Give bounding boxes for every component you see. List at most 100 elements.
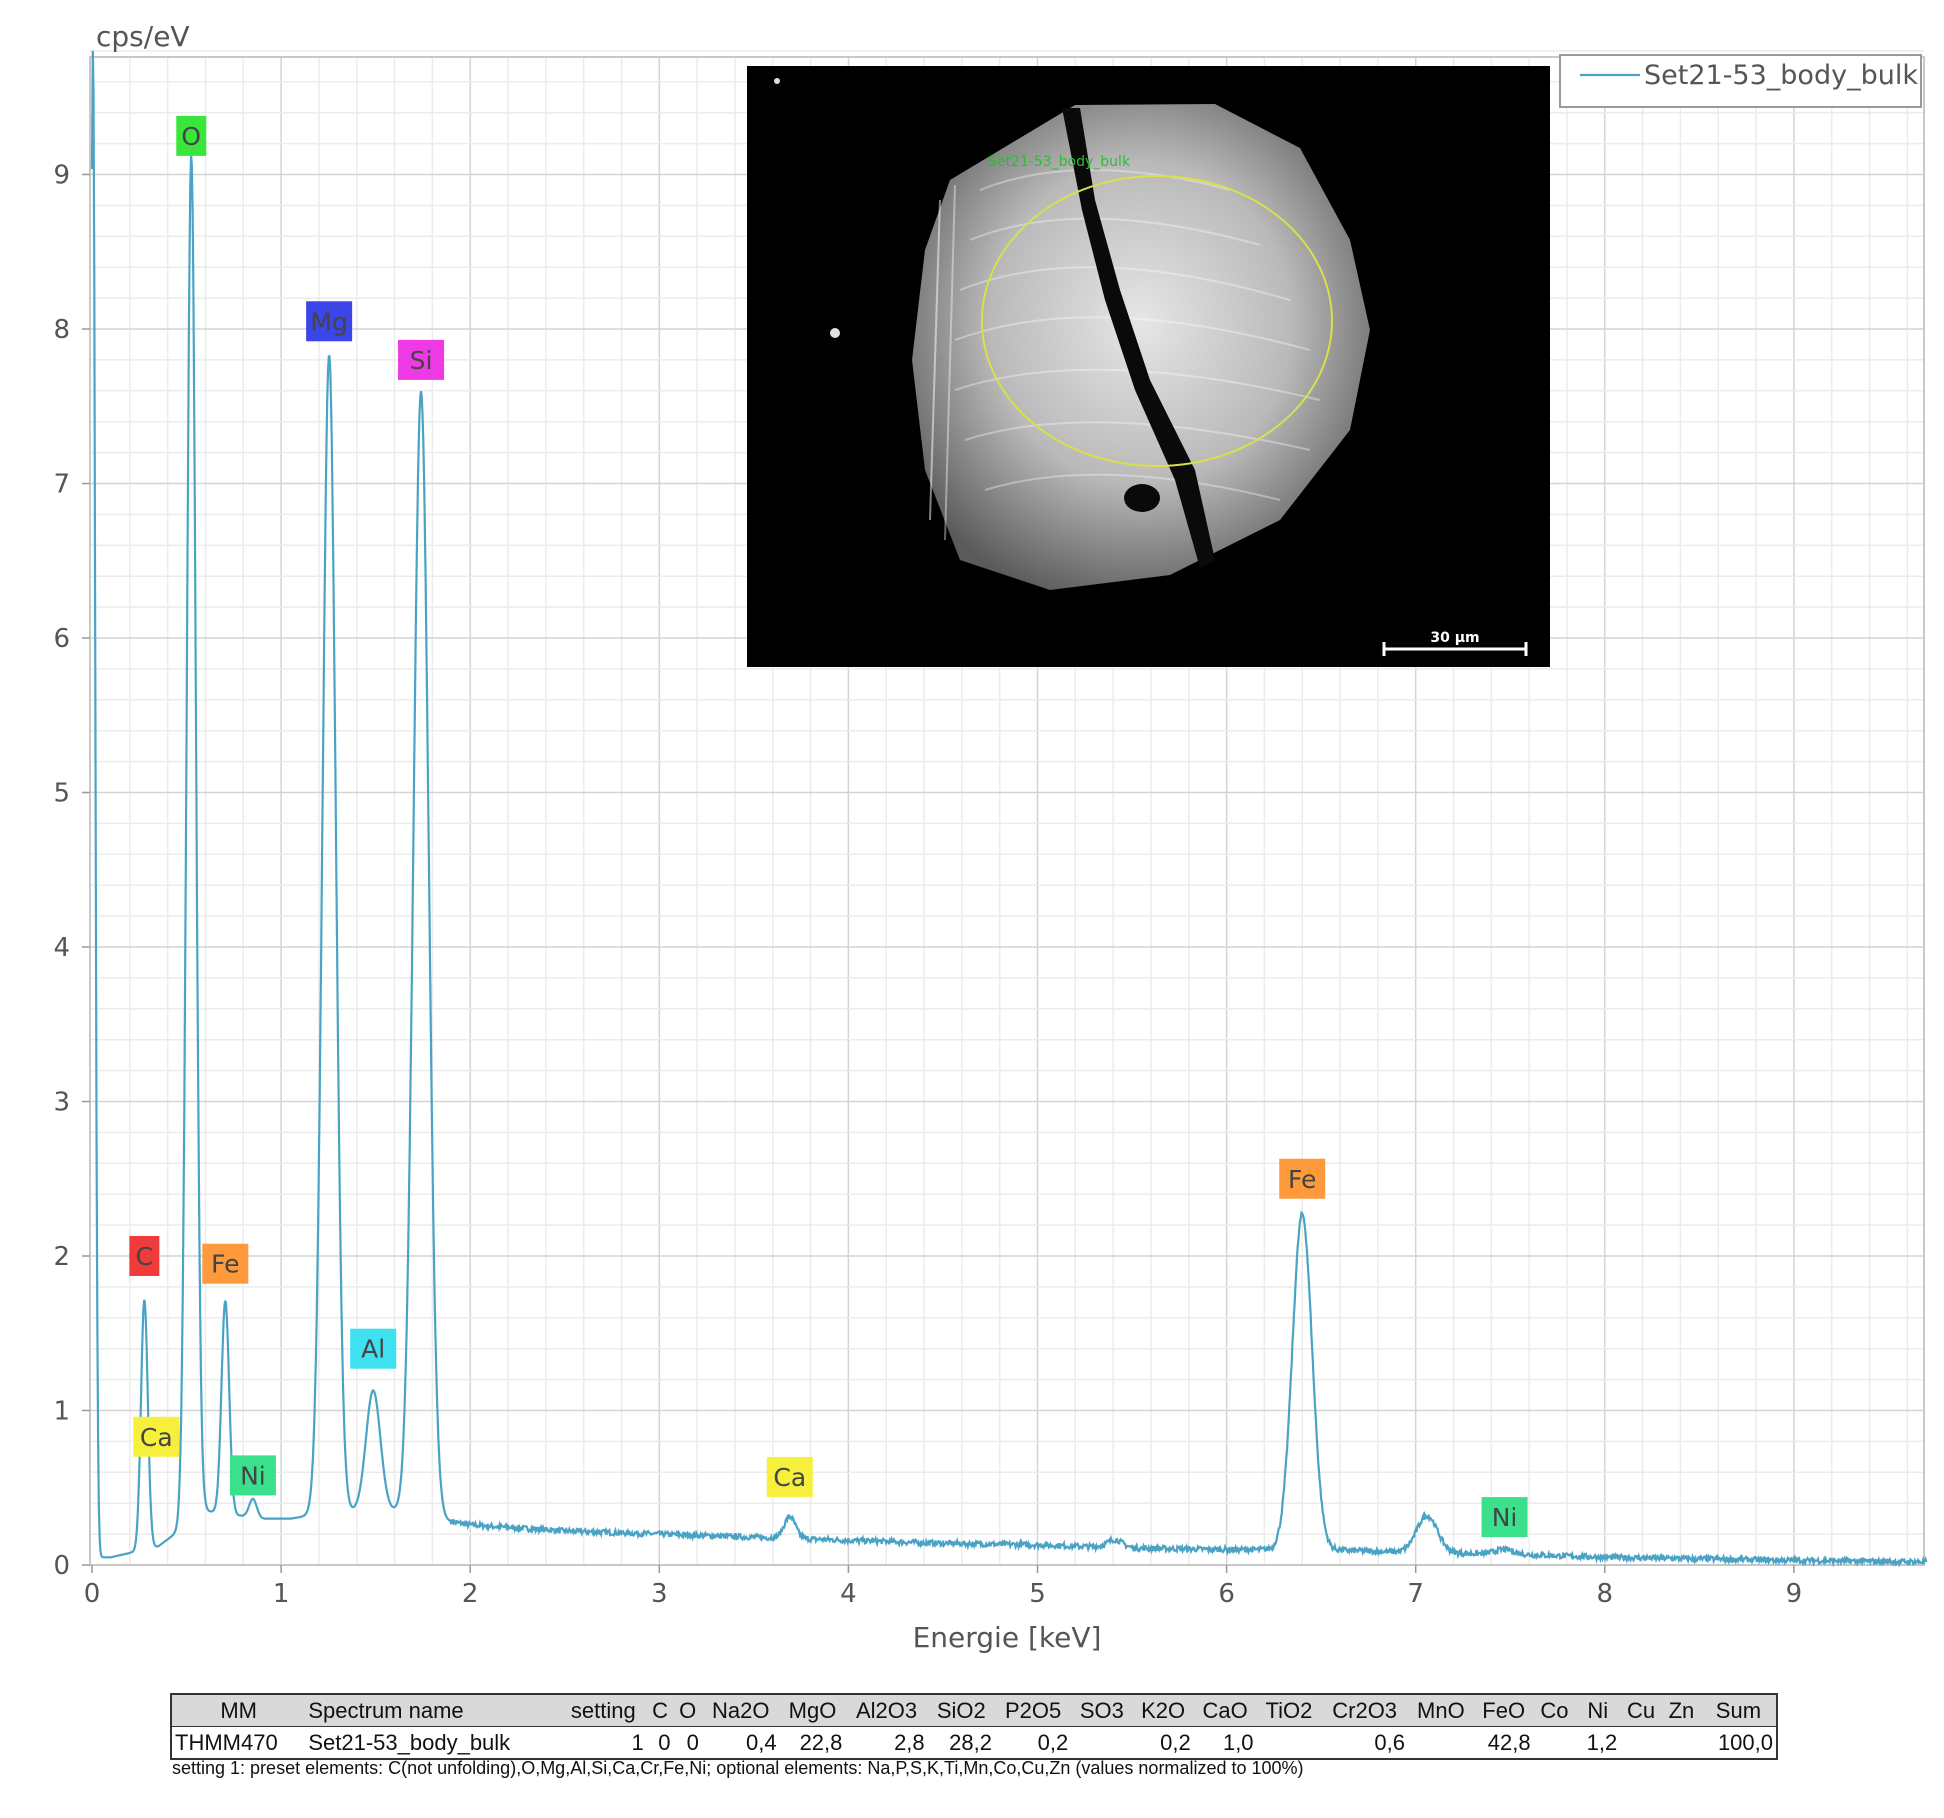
table-cell: 0,4: [701, 1726, 780, 1760]
y-tick-label: 0: [53, 1551, 70, 1581]
x-tick-label: 2: [462, 1579, 479, 1609]
legend-box: [1559, 54, 1922, 108]
x-axis-label: Energie [keV]: [913, 1621, 1102, 1654]
table-header-cell: CaO: [1193, 1693, 1257, 1727]
peak-label-box: [229, 1455, 276, 1496]
peak-label-text: Al: [361, 1335, 385, 1364]
table-cell: [1533, 1726, 1576, 1760]
peak-label-text: Fe: [1288, 1165, 1316, 1194]
y-axis-label: cps/eV: [96, 20, 190, 53]
table-header-cell: Zn: [1662, 1693, 1701, 1727]
table-header-cell: SiO2: [927, 1693, 995, 1727]
peak-label-box: [398, 339, 445, 380]
particle-crack: [1062, 108, 1215, 568]
peak-label-ni: Ni: [229, 1455, 276, 1496]
peak-label-text: Ca: [773, 1463, 806, 1492]
table-header-cell: P2O5: [994, 1693, 1072, 1727]
peak-label-box: [176, 115, 207, 156]
plot-area-border: [89, 56, 1925, 1566]
results-table: MM Spectrum name setting C O Na2O MgO Al2O3 SiO2…: [169, 1693, 1779, 1760]
peak-labels: O Mg Si C Fe Al Ca Ni Ca Fe Ni: [129, 115, 1528, 1538]
y-tick-label: 6: [53, 624, 70, 654]
table-cell: 42,8: [1473, 1726, 1534, 1760]
table-cell: 0,2: [994, 1726, 1072, 1760]
x-tick-label: 6: [1218, 1579, 1235, 1609]
peak-label-box: [306, 301, 353, 342]
table-cell: 0,2: [1132, 1726, 1194, 1760]
table-header-cell: K2O: [1132, 1693, 1194, 1727]
y-tick-label: 2: [53, 1242, 70, 1272]
dark-pore: [1124, 484, 1160, 512]
analysis-ellipse: [981, 175, 1333, 467]
y-tick-label: 3: [53, 1088, 70, 1118]
peak-label-box: [766, 1456, 813, 1497]
table-cell: THMM470: [169, 1726, 306, 1760]
peak-label-text: Si: [410, 346, 433, 375]
x-tick-label: 1: [273, 1579, 290, 1609]
peak-label-si: Si: [398, 339, 445, 380]
peak-label-ca: Ca: [766, 1456, 813, 1497]
table-cell: 1: [559, 1726, 647, 1760]
table-header-cell: Cr2O3: [1321, 1693, 1409, 1727]
peak-label-fe: Fe: [1279, 1158, 1326, 1199]
peak-label-ni: Ni: [1481, 1497, 1528, 1538]
table-header-cell: Sum: [1700, 1693, 1779, 1727]
table-cell: 0: [673, 1726, 702, 1760]
peak-label-c: C: [129, 1236, 160, 1276]
table-header-cell: Na2O: [701, 1693, 780, 1727]
y-tick-label: 5: [53, 779, 70, 809]
peak-label-box: [202, 1243, 249, 1284]
peak-label-text: Ni: [240, 1461, 266, 1490]
peak-label-mg: Mg: [306, 301, 353, 342]
peak-label-al: Al: [350, 1328, 397, 1369]
peak-label-text: Ca: [140, 1423, 173, 1452]
table-header-cell: Cu: [1620, 1693, 1663, 1727]
table-header-cell: setting: [559, 1693, 647, 1727]
peak-label-ca: Ca: [133, 1416, 180, 1457]
y-tick-label: 1: [53, 1397, 70, 1427]
inset-marker-label: Set21-53_body_bulk: [988, 154, 1131, 170]
table-header-cell: Spectrum name: [305, 1693, 560, 1727]
table-footnote: setting 1: preset elements: C(not unfold…: [172, 1758, 1304, 1778]
x-tick-label: 0: [84, 1579, 101, 1609]
peak-label-text: O: [181, 122, 201, 151]
table-cell: [1071, 1726, 1133, 1760]
peak-label-fe: Fe: [202, 1243, 249, 1284]
peak-label-box: [133, 1416, 180, 1457]
table-header-row: MM Spectrum name setting C O Na2O MgO Al2O3 SiO2…: [169, 1693, 1779, 1727]
peak-label-box: [1481, 1497, 1528, 1538]
spectrum-series-line: [90, 50, 1928, 1568]
peak-label-box: [1279, 1158, 1326, 1199]
peak-label-box: [129, 1236, 160, 1276]
y-tick-label: 7: [53, 470, 70, 500]
table-header-cell: FeO: [1473, 1693, 1534, 1727]
table-cell: [1256, 1726, 1322, 1760]
table-cell: [1408, 1726, 1474, 1760]
table-header-cell: Al2O3: [845, 1693, 928, 1727]
x-tick-label: 7: [1407, 1579, 1424, 1609]
x-tick-label: 3: [651, 1579, 668, 1609]
table-cell: 28,2: [927, 1726, 995, 1760]
table-header-cell: SO3: [1071, 1693, 1133, 1727]
x-tick-label: 9: [1786, 1579, 1803, 1609]
peak-label-text: Mg: [310, 307, 347, 336]
bright-speck: [830, 328, 840, 338]
table-cell: [1620, 1726, 1663, 1760]
x-tick-label: 5: [1029, 1579, 1046, 1609]
legend: Set21-53_body_bulk: [1559, 54, 1922, 108]
table-header-cell: O: [673, 1693, 702, 1727]
peak-label-text: Ni: [1492, 1503, 1518, 1532]
peak-label-o: O: [176, 115, 207, 156]
table-cell: [1662, 1726, 1701, 1760]
table-header-cell: MnO: [1408, 1693, 1474, 1727]
peak-label-text: C: [136, 1242, 153, 1271]
x-tick-label: 8: [1597, 1579, 1614, 1609]
table-cell: 1,2: [1575, 1726, 1621, 1760]
table-cell: 22,8: [779, 1726, 846, 1760]
table-cell: 100,0: [1700, 1726, 1779, 1760]
table-header-cell: MgO: [779, 1693, 846, 1727]
y-tick-label: 8: [53, 315, 70, 345]
table-cell: 1,0: [1193, 1726, 1257, 1760]
table-cell: 0: [646, 1726, 674, 1760]
sem-inset-image: Set21-53_body_bulk 30 µm: [747, 66, 1550, 667]
